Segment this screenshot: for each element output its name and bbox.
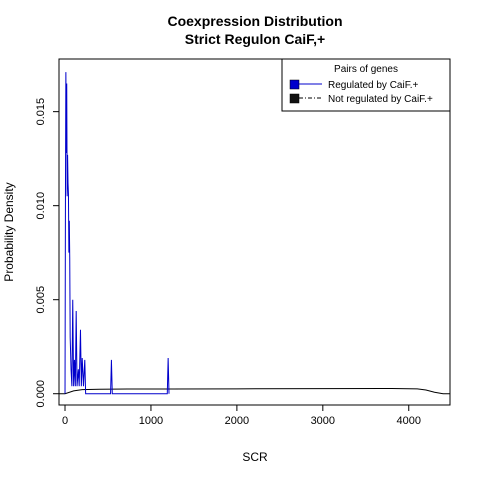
plot-area: 0 1000 2000 3000 4000 0.000 0.005 0.010 0.015: [35, 72, 450, 427]
legend-title: Pairs of genes: [334, 64, 398, 75]
legend-swatch-not-regulated: [289, 93, 300, 104]
chart-title: Coexpression Distribution: [167, 13, 342, 29]
legend-swatch-regulated: [289, 79, 300, 90]
y-tick-label: 0.010: [35, 192, 47, 220]
y-tick-label: 0.000: [35, 380, 47, 408]
y-tick-label: 0.015: [35, 98, 47, 126]
legend-entry-not-regulated: Not regulated by CaiF.+: [328, 94, 433, 105]
x-tick-label: 4000: [397, 415, 421, 427]
x-tick-label: 1000: [139, 415, 163, 427]
legend-box: [281, 58, 451, 112]
x-tick-label: 0: [62, 415, 68, 427]
legend-entry-regulated: Regulated by CaiF.+: [328, 80, 418, 91]
series-line-regulated: [64, 72, 170, 395]
x-tick-label: 3000: [311, 415, 335, 427]
y-axis-label: Probability Density: [2, 182, 16, 281]
x-tick-label: 2000: [225, 415, 249, 427]
plot-frame: [58, 58, 451, 406]
chart-subtitle: Strict Regulon CaiF,+: [185, 31, 325, 47]
y-tick-label: 0.005: [35, 286, 47, 314]
x-axis-label: SCR: [242, 450, 268, 464]
series-line-not-regulated: [59, 387, 450, 395]
legend: Pairs of genes Regulated by CaiF.+ Not r…: [281, 58, 451, 112]
